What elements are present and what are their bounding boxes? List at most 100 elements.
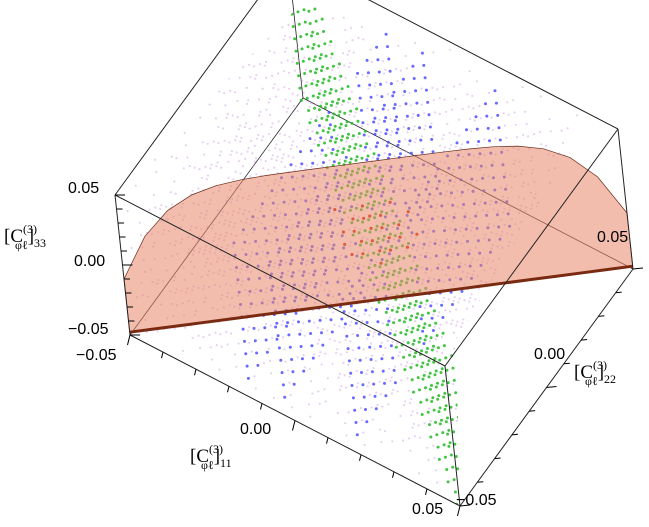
- data-point: [449, 311, 451, 313]
- data-point: [534, 328, 536, 330]
- data-point: [255, 352, 258, 355]
- data-point: [357, 382, 359, 384]
- data-point: [283, 153, 285, 155]
- data-point: [415, 102, 418, 105]
- data-point: [219, 55, 221, 57]
- data-point: [300, 167, 302, 169]
- data-point: [453, 300, 455, 302]
- data-point: [290, 163, 293, 166]
- data-point: [395, 20, 397, 22]
- data-point: [569, 152, 571, 154]
- data-point: [361, 419, 363, 421]
- data-point: [414, 89, 417, 92]
- data-point: [251, 152, 253, 154]
- data-point: [281, 62, 283, 64]
- data-point: [400, 70, 402, 72]
- data-point: [273, 167, 275, 169]
- data-point: [494, 137, 496, 139]
- data-point: [331, 116, 334, 119]
- data-point: [393, 155, 395, 157]
- data-point: [342, 147, 345, 150]
- data-point: [356, 334, 359, 337]
- data-point: [304, 335, 306, 337]
- data-point: [278, 346, 281, 349]
- data-point: [462, 318, 464, 320]
- data-point: [373, 152, 376, 155]
- data-point: [410, 152, 413, 155]
- data-point: [346, 136, 349, 139]
- data-point: [284, 51, 286, 53]
- data-point: [414, 435, 416, 437]
- data-point: [340, 353, 342, 355]
- data-point: [283, 70, 285, 72]
- data-point: [484, 138, 486, 140]
- data-point: [366, 107, 368, 109]
- data-point: [476, 390, 478, 392]
- data-point: [418, 472, 420, 474]
- data-point: [310, 149, 313, 152]
- data-point: [495, 102, 498, 105]
- data-point: [527, 135, 529, 137]
- data-point: [228, 77, 230, 79]
- data-point: [170, 191, 172, 193]
- data-point: [358, 101, 360, 103]
- data-point: [310, 82, 313, 85]
- data-point: [353, 147, 356, 150]
- data-point: [294, 70, 296, 72]
- data-point: [431, 301, 433, 303]
- data-point: [353, 51, 355, 53]
- data-point: [483, 321, 485, 323]
- data-point: [420, 365, 423, 368]
- data-point: [171, 156, 173, 158]
- data-point: [243, 114, 245, 116]
- data-point: [442, 380, 445, 383]
- data-point: [315, 20, 318, 23]
- data-point: [323, 42, 326, 45]
- data-point: [334, 324, 336, 326]
- data-point: [431, 317, 434, 320]
- data-point: [503, 112, 505, 114]
- data-point: [353, 115, 355, 117]
- data-point: [375, 145, 378, 148]
- data-point: [398, 319, 401, 322]
- data-point: [432, 51, 434, 53]
- x-tick-label: 0.05: [412, 501, 443, 518]
- data-point: [287, 107, 289, 109]
- data-point: [416, 328, 419, 331]
- data-point: [231, 150, 233, 152]
- data-point: [189, 165, 191, 167]
- data-point: [532, 316, 534, 318]
- data-point: [438, 311, 440, 313]
- data-point: [484, 333, 486, 335]
- data-point: [329, 40, 332, 43]
- data-point: [159, 208, 161, 210]
- data-point: [262, 167, 264, 169]
- data-point: [476, 128, 479, 131]
- data-point: [361, 121, 364, 124]
- data-point: [303, 92, 305, 94]
- data-point: [381, 342, 383, 344]
- data-point: [216, 344, 218, 346]
- data-point: [468, 106, 470, 108]
- data-point: [357, 346, 360, 349]
- data-point: [182, 120, 184, 122]
- data-point: [329, 92, 332, 95]
- data-point: [211, 359, 213, 361]
- data-point: [451, 109, 453, 111]
- data-point: [496, 114, 499, 117]
- data-point: [165, 206, 167, 208]
- data-point: [469, 380, 471, 382]
- data-point: [540, 374, 542, 376]
- data-point: [359, 359, 362, 362]
- data-point: [202, 141, 204, 143]
- data-point: [345, 434, 347, 436]
- data-point: [417, 376, 420, 379]
- data-point: [321, 149, 324, 152]
- data-point: [414, 42, 416, 44]
- data-point: [292, 25, 295, 28]
- data-point: [223, 140, 225, 142]
- data-point: [445, 420, 448, 423]
- data-point: [393, 333, 396, 336]
- data-point: [424, 386, 427, 389]
- data-point: [475, 477, 477, 479]
